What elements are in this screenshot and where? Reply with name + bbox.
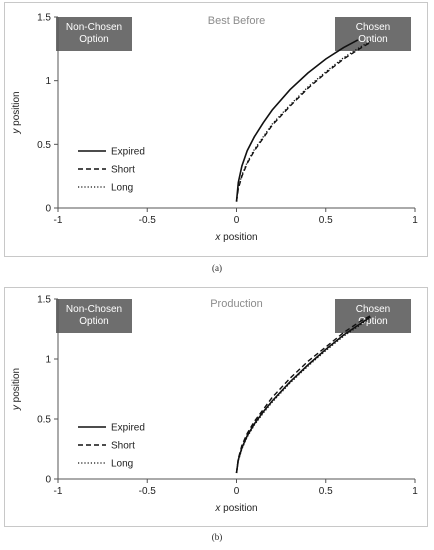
y-tick-label: 0 — [45, 475, 51, 486]
legend-label-expired: Expired — [111, 423, 145, 434]
x-tick-label: 1 — [412, 215, 418, 226]
y-tick-label: 0 — [45, 204, 51, 215]
legend: Expired Short Long — [78, 147, 145, 194]
series-line-short — [235, 41, 371, 202]
y-tick-label: 1 — [45, 355, 51, 366]
non-chosen-option-label: Non-Chosen — [66, 22, 122, 33]
chart-panel-best-before: Best Before Non-Chosen Option Chosen Option -… — [4, 2, 428, 257]
x-axis-label-var: x — [214, 232, 221, 243]
y-axis-label: y position — [11, 91, 22, 134]
chosen-option-label: Option — [358, 316, 387, 327]
y-tick-label: 1.5 — [37, 13, 51, 24]
non-chosen-option-label: Non-Chosen — [66, 304, 122, 315]
chosen-option-rect — [335, 299, 411, 333]
legend-label-short: Short — [111, 441, 135, 452]
x-tick-label: -0.5 — [139, 215, 157, 226]
series-line-long — [235, 40, 371, 202]
y-axis-label: y position — [11, 368, 22, 411]
legend-label-expired: Expired — [111, 147, 145, 158]
chart-title: Production — [210, 298, 263, 310]
x-axis-label-rest: position — [220, 232, 257, 243]
panel-label-b: (b) — [211, 532, 223, 542]
non-chosen-option-label: Option — [79, 34, 108, 45]
x-axis-label-rest: position — [220, 503, 257, 514]
chosen-option-label: Option — [358, 34, 387, 45]
legend: Expired Short Long — [78, 423, 145, 470]
y-tick-label: 1.5 — [37, 295, 51, 306]
legend-label-long: Long — [111, 459, 133, 470]
y-axis-label-var: y — [11, 404, 22, 411]
y-tick-label: 1 — [45, 76, 51, 87]
chart-production-svg: ProductionNon-ChosenOptionChosenOption-1… — [11, 295, 418, 515]
non-chosen-option-rect — [56, 17, 132, 51]
x-tick-label: 0 — [234, 215, 240, 226]
legend-label-long: Long — [111, 183, 133, 194]
x-tick-label: 0 — [234, 486, 240, 497]
x-axis-label-var: x — [214, 503, 221, 514]
non-chosen-option-rect — [56, 299, 132, 333]
x-tick-label: 0.5 — [319, 215, 333, 226]
chart-best-before-svg: Best BeforeNon-ChosenOptionChosenOption-… — [11, 13, 418, 244]
y-axis-label-rest: position — [11, 368, 22, 405]
chosen-option-label: Chosen — [356, 22, 390, 33]
y-tick-label: 0.5 — [37, 415, 51, 426]
x-axis-label: x position — [214, 503, 257, 514]
series-line-expired — [235, 316, 371, 474]
x-tick-label: 0.5 — [319, 486, 333, 497]
series-line-short — [235, 315, 371, 474]
x-tick-label: -1 — [54, 486, 63, 497]
x-axis-label: x position — [214, 232, 257, 243]
y-tick-label: 0.5 — [37, 140, 51, 151]
series-line-expired — [235, 39, 359, 202]
non-chosen-option-label: Option — [79, 316, 108, 327]
legend-label-short: Short — [111, 165, 135, 176]
y-axis-label-rest: position — [11, 91, 22, 128]
x-tick-label: 1 — [412, 486, 418, 497]
x-tick-label: -0.5 — [139, 486, 157, 497]
chart-title: Best Before — [208, 15, 265, 27]
panel-label-a: (a) — [212, 263, 222, 273]
chosen-option-label: Chosen — [356, 304, 390, 315]
chart-panel-production: Production Non-Chosen Option Chosen Option -1… — [4, 287, 428, 527]
y-axis-label-var: y — [11, 128, 22, 135]
series-line-long — [235, 317, 371, 474]
x-tick-label: -1 — [54, 215, 63, 226]
